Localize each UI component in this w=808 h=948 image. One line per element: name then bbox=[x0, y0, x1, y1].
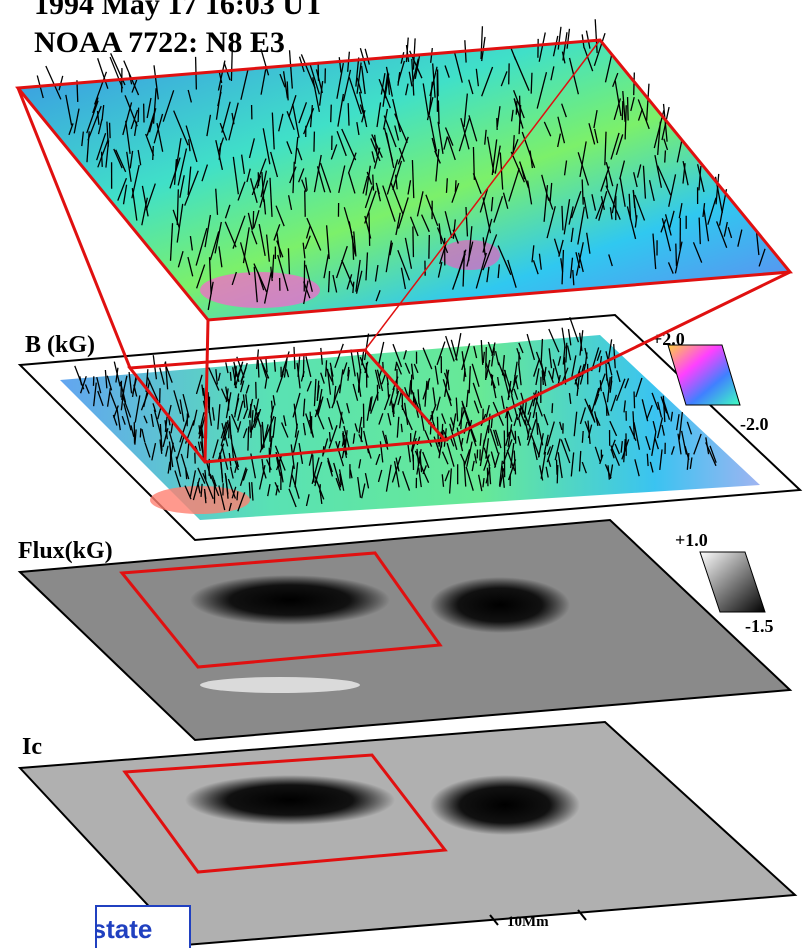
vector bbox=[102, 152, 103, 167]
vector bbox=[373, 175, 374, 191]
region-title: NOAA 7722: N8 E3 bbox=[34, 26, 285, 59]
scale-min: -2.0 bbox=[740, 414, 769, 434]
panel-label: Flux(kG) bbox=[18, 538, 113, 564]
vector bbox=[411, 374, 412, 394]
vector bbox=[446, 178, 447, 193]
vector bbox=[557, 465, 558, 483]
vector bbox=[428, 382, 429, 390]
vector bbox=[634, 391, 635, 408]
figure: 1994 May 17 16:03 UT NOAA 7722: N8 E3 B … bbox=[0, 0, 808, 948]
vector bbox=[413, 226, 414, 257]
panel-label: Ic bbox=[22, 734, 42, 760]
vector bbox=[531, 73, 532, 94]
scale-bar-label: 10Mm bbox=[507, 914, 549, 930]
vector bbox=[438, 100, 439, 124]
vector bbox=[248, 427, 249, 451]
vector bbox=[294, 347, 295, 369]
sunspot bbox=[430, 577, 570, 633]
scale-max: +1.0 bbox=[675, 530, 708, 550]
colorbar bbox=[700, 552, 765, 612]
vector bbox=[249, 482, 250, 498]
vector bbox=[676, 244, 677, 266]
vector bbox=[237, 491, 238, 500]
vector bbox=[486, 347, 487, 368]
vector bbox=[287, 81, 288, 100]
sunspot bbox=[185, 775, 395, 825]
patch bbox=[200, 677, 360, 693]
vector bbox=[369, 213, 370, 246]
vector bbox=[628, 97, 629, 120]
vector bbox=[331, 105, 332, 123]
badge-text: e state bbox=[70, 914, 152, 944]
vector bbox=[305, 190, 306, 216]
sunspot bbox=[430, 775, 580, 835]
vector bbox=[582, 431, 583, 443]
vector bbox=[258, 360, 259, 377]
vector bbox=[552, 403, 553, 413]
vector bbox=[348, 103, 349, 125]
vector bbox=[253, 211, 254, 229]
sunspot bbox=[190, 575, 390, 625]
vector bbox=[230, 372, 231, 381]
vector bbox=[665, 150, 666, 162]
vector bbox=[647, 454, 648, 466]
vector bbox=[261, 425, 262, 450]
date-title: 1994 May 17 16:03 UT bbox=[34, 0, 324, 21]
vector bbox=[269, 448, 270, 473]
vector bbox=[140, 428, 141, 437]
vector bbox=[250, 420, 251, 432]
vector bbox=[622, 101, 623, 120]
flux-panel bbox=[20, 520, 790, 740]
vector bbox=[110, 123, 111, 138]
vector bbox=[401, 424, 402, 432]
panel-label: B (kG) bbox=[25, 332, 95, 358]
vector bbox=[330, 432, 331, 441]
scale-min: -1.5 bbox=[745, 616, 774, 636]
vector bbox=[566, 343, 567, 363]
